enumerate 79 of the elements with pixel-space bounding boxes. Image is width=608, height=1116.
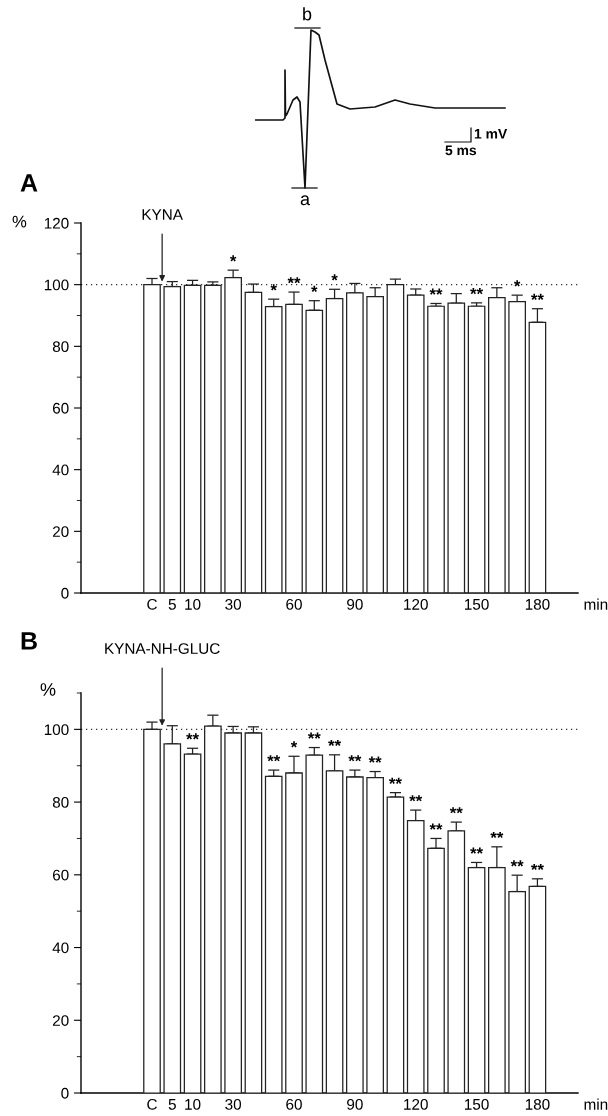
y-tick-label: 40 — [52, 464, 69, 476]
data-label: * — [270, 284, 277, 291]
data-label: ** — [307, 732, 321, 739]
y-tick-label: 100 — [44, 279, 69, 291]
text: 1 mV — [474, 129, 508, 139]
bar — [163, 285, 182, 593]
data-label: ** — [287, 277, 301, 284]
x-tick-label: 120 — [404, 598, 428, 610]
bar — [386, 284, 405, 593]
bar — [508, 300, 526, 593]
x-tick-label: 10 — [185, 1098, 201, 1110]
data-label: ** — [186, 733, 200, 740]
data-label: ** — [510, 860, 524, 867]
y-tick-label: 80 — [52, 341, 69, 353]
data-label: * — [513, 280, 521, 287]
x-tick-label: 5 — [168, 599, 176, 610]
bar — [467, 305, 486, 593]
x-tick-label: 180 — [525, 1098, 550, 1110]
y-tick-label: 60 — [52, 869, 69, 881]
bar — [264, 775, 283, 1093]
bar — [467, 866, 486, 1093]
data-label: ** — [470, 847, 484, 854]
bar — [406, 294, 425, 593]
x-tick-label: 150 — [464, 598, 489, 610]
x-tick-label: 60 — [286, 1098, 302, 1110]
text: 5 ms — [445, 145, 477, 156]
x-tick-label: C — [147, 1098, 157, 1110]
data-label: ** — [470, 287, 484, 295]
x-tick-label: 60 — [286, 598, 302, 610]
text: b — [303, 7, 312, 21]
data-label: ** — [429, 288, 443, 295]
y-tick-label: 100 — [44, 724, 69, 736]
data-label: ** — [449, 807, 463, 814]
x-tick-label: 5 — [168, 1099, 176, 1110]
x-axis-title: min — [584, 598, 608, 610]
y-tick-label: 20 — [52, 1015, 69, 1026]
x-tick-label: 90 — [347, 598, 363, 610]
bar — [427, 305, 445, 593]
annotation: KYNA — [142, 209, 183, 220]
bar — [386, 796, 405, 1093]
bar — [204, 284, 222, 593]
chart-title: A — [20, 174, 38, 192]
data-label: ** — [368, 756, 382, 763]
y-tick-label: 120 — [44, 217, 69, 229]
x-tick-label: C — [147, 598, 157, 610]
y-tick-label: 0 — [61, 587, 69, 599]
data-label: ** — [490, 831, 504, 839]
bar — [183, 284, 202, 593]
data-label: * — [229, 255, 237, 262]
data-label: ** — [328, 739, 342, 747]
data-label: ** — [530, 863, 544, 871]
y-tick-label: 80 — [52, 796, 69, 808]
chart-title: B — [21, 632, 37, 650]
x-tick-label: 150 — [464, 1098, 489, 1110]
data-label: ** — [388, 777, 402, 784]
y-axis-title: % — [40, 683, 56, 696]
x-tick-label: 180 — [525, 598, 550, 610]
annotation: KYNA-NH-GLUC — [105, 643, 220, 654]
data-label: ** — [530, 293, 544, 300]
data-label: * — [290, 741, 298, 748]
x-tick-label: 30 — [225, 1098, 242, 1110]
y-tick-label: 40 — [52, 942, 69, 954]
data-label: ** — [429, 823, 443, 830]
data-label: * — [331, 274, 338, 281]
bar — [183, 753, 202, 1093]
x-tick-label: 120 — [404, 1098, 428, 1110]
y-tick-label: 0 — [61, 1087, 69, 1099]
y-tick-label: 20 — [52, 526, 69, 538]
text: a — [300, 195, 311, 206]
data-label: * — [311, 285, 318, 292]
y-axis-title: % — [12, 215, 27, 228]
x-tick-label: 90 — [347, 1098, 363, 1110]
data-label: ** — [348, 755, 362, 762]
x-tick-label: 10 — [185, 598, 201, 610]
data-label: ** — [409, 795, 423, 802]
x-tick-label: 30 — [225, 598, 242, 610]
x-axis-title: min — [584, 1098, 608, 1110]
data-label: ** — [267, 755, 281, 762]
y-tick-label: 60 — [52, 402, 69, 414]
